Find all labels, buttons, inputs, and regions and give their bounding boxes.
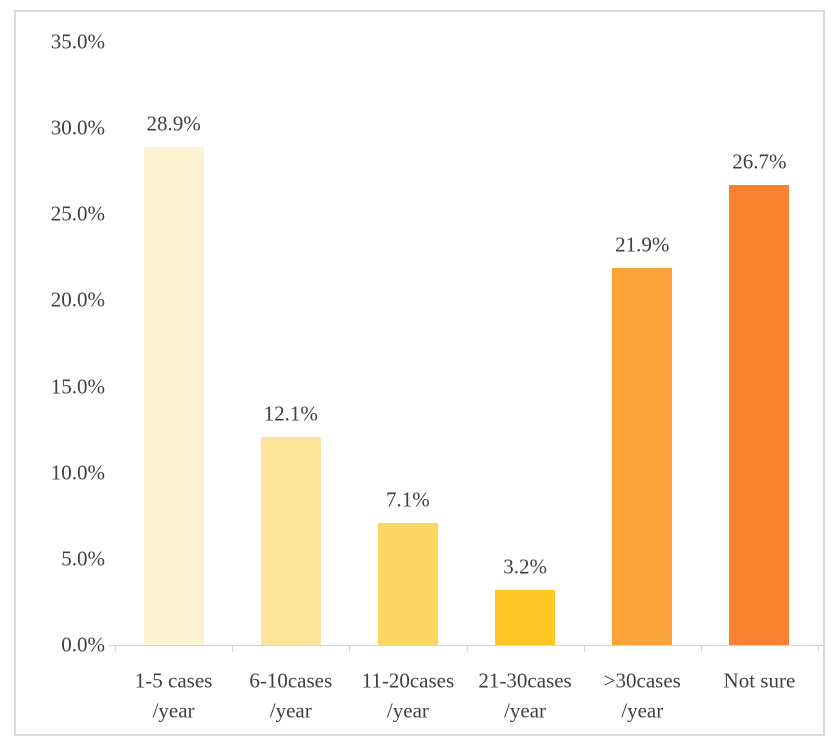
category-label: >30cases — [603, 668, 681, 693]
bar-1 — [143, 147, 204, 645]
bar-6 — [729, 184, 790, 645]
bar-value-label: 3.2% — [503, 554, 547, 579]
category-label: 21-30cases — [478, 668, 572, 693]
x-axis-tick-mark — [349, 646, 351, 652]
y-tick-label: 25.0% — [50, 201, 105, 226]
bar-3 — [377, 522, 438, 645]
y-tick-label: 20.0% — [50, 287, 105, 312]
category-label: 6-10cases — [249, 668, 333, 693]
x-axis-line — [109, 645, 824, 646]
bar-value-label: 28.9% — [146, 111, 201, 136]
x-axis-tick-mark — [583, 646, 585, 652]
y-tick-label: 30.0% — [50, 115, 105, 140]
y-tick-label: 15.0% — [50, 374, 105, 399]
bar-value-label: 26.7% — [732, 149, 787, 174]
category-label: /year — [386, 698, 429, 723]
category-label: /year — [504, 698, 547, 723]
y-tick-label: 0.0% — [61, 632, 105, 657]
x-axis-tick-mark — [115, 646, 116, 652]
category-label: 11-20cases — [361, 668, 455, 693]
bar-value-label: 7.1% — [386, 487, 430, 512]
y-tick-label: 10.0% — [50, 460, 105, 485]
y-tick-label: 35.0% — [50, 29, 105, 54]
x-axis-tick-mark — [700, 646, 702, 652]
category-label: Not sure — [723, 668, 796, 693]
bar-5 — [612, 267, 673, 645]
x-axis-tick-mark — [818, 646, 819, 652]
x-axis-tick-mark — [466, 646, 468, 652]
bar-4 — [495, 589, 556, 645]
category-label: 1-5 cases — [134, 668, 213, 693]
bar-value-label: 21.9% — [615, 232, 670, 257]
x-axis-tick-mark — [232, 646, 234, 652]
category-label: /year — [269, 698, 312, 723]
y-tick-label: 5.0% — [61, 546, 105, 571]
bar-2 — [260, 436, 321, 645]
bar-value-label: 12.1% — [263, 401, 318, 426]
category-label: /year — [621, 698, 664, 723]
category-label: /year — [152, 698, 195, 723]
